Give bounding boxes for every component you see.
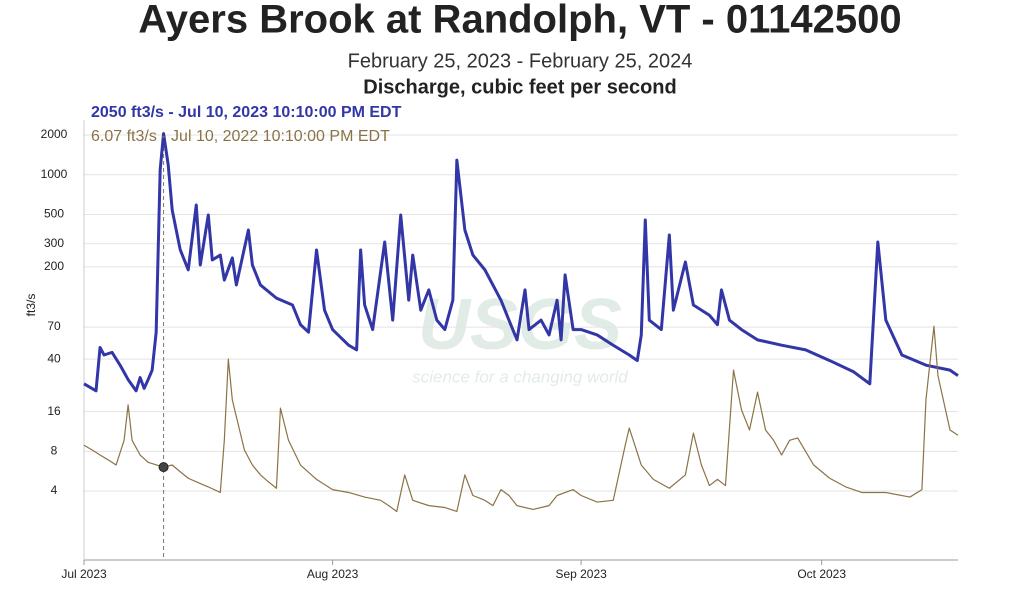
x-tick-label: Jul 2023 [61, 567, 107, 581]
x-tick-label: Sep 2023 [555, 567, 607, 581]
series-line [83, 132, 959, 393]
y-axis-label: ft3/s [24, 294, 38, 317]
y-tick-label: 500 [44, 207, 64, 221]
watermark: USGS science for a changing world [412, 285, 628, 386]
y-tick-label: 4 [51, 483, 58, 497]
parameter-label: Discharge, cubic feet per second [363, 76, 676, 98]
y-tick-label: 40 [47, 351, 61, 365]
series-line [83, 325, 959, 513]
y-tick-label: 70 [47, 319, 61, 333]
y-tick-label: 2000 [41, 127, 68, 141]
watermark-tagline: science for a changing world [412, 367, 628, 386]
plot-area [83, 132, 959, 560]
hover-point [158, 462, 169, 473]
y-tick-label: 16 [47, 404, 61, 418]
x-tick-label: Oct 2023 [797, 567, 846, 581]
chart-title: Ayers Brook at Randolph, VT - 01142500 [138, 0, 901, 42]
y-tick-label: 300 [44, 236, 64, 250]
tooltip-line: 6.07 ft3/s - Jul 10, 2022 10:10:00 PM ED… [91, 128, 390, 145]
chart-subtitle: February 25, 2023 - February 25, 2024 [348, 50, 693, 72]
y-tick-label: 8 [51, 443, 58, 457]
y-tick-label: 200 [44, 259, 64, 273]
x-tick-label: Aug 2023 [307, 567, 359, 581]
y-tick-label: 1000 [41, 167, 68, 181]
grid: 4 8 16 40 70 200 300 500 1000 2000 Jul 2023 Aug 202… [41, 120, 958, 581]
tooltip-line: 2050 ft3/s - Jul 10, 2023 10:10:00 PM ED… [91, 104, 402, 121]
